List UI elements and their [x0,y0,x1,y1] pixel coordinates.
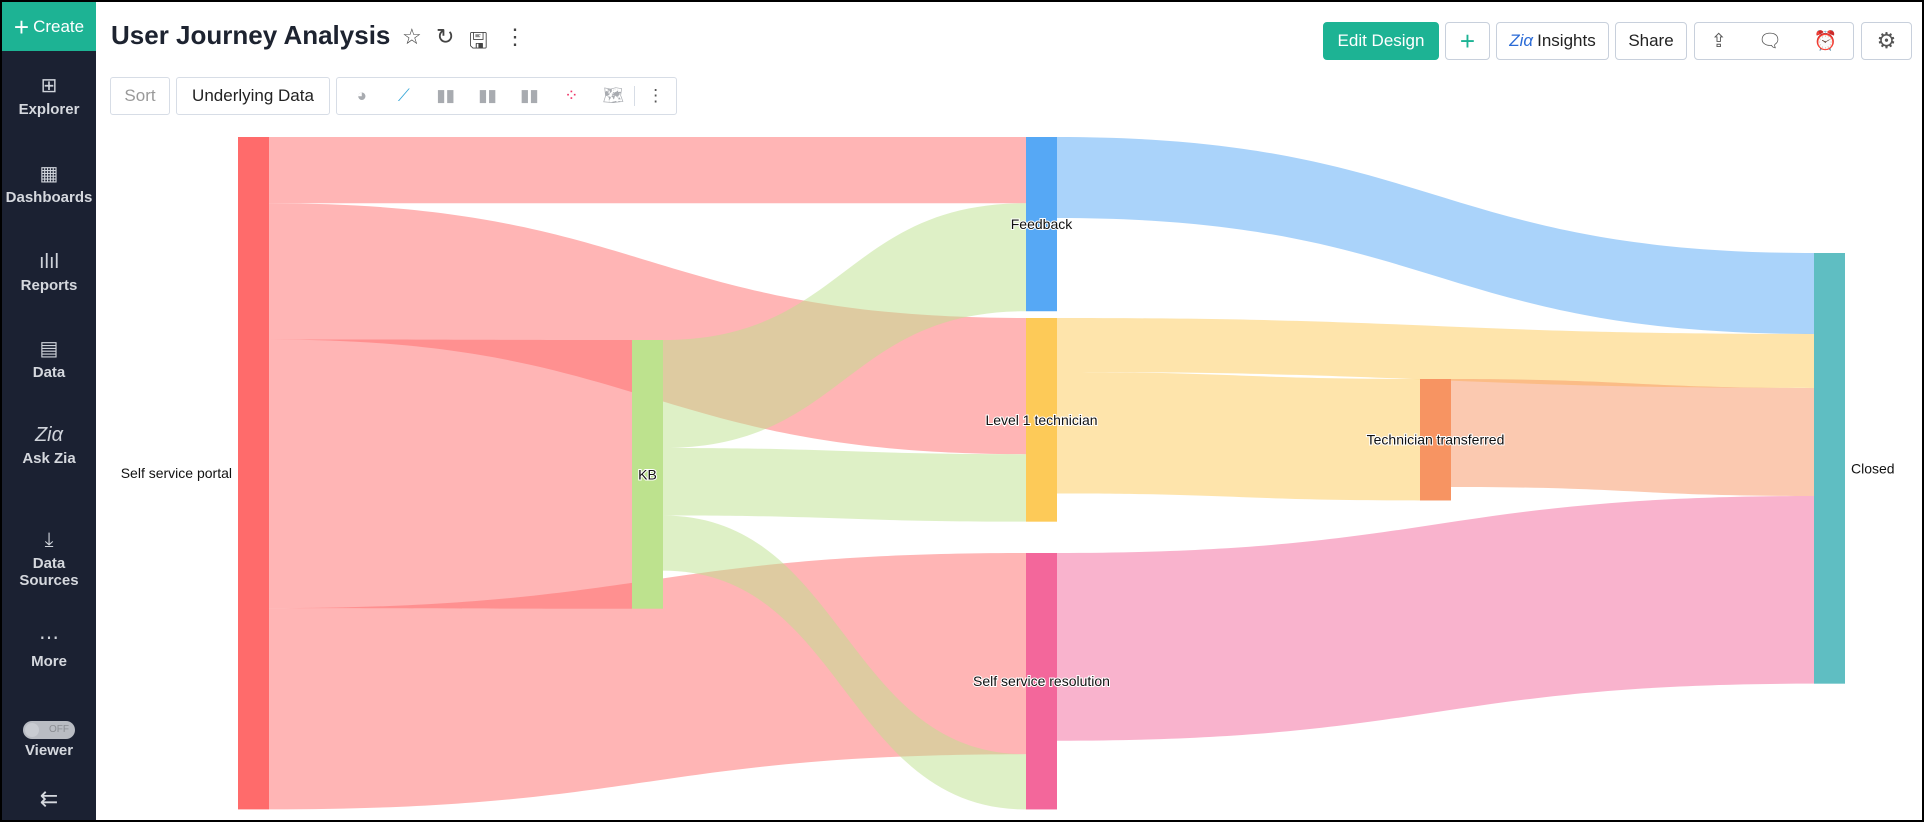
zia-icon: Ziα [1509,31,1534,50]
sankey-node-label: KB [638,466,657,482]
sankey-node[interactable] [1026,553,1057,810]
sankey-link[interactable] [1057,371,1420,501]
more-icon: ⋯ [39,627,59,649]
sidebar-item-data[interactable]: ▤ Data [2,337,96,381]
sankey-node-label: Self service portal [121,465,232,481]
zia-icon: Ziα [34,424,64,446]
sidebar-item-ask-zia[interactable]: Ziα Ask Zia [2,423,96,467]
explorer-icon: ⊞ [40,75,58,97]
sankey-node-label: Level 1 technician [985,412,1097,428]
sankey-node-label: Self service resolution [973,673,1110,689]
sankey-node[interactable] [1026,318,1057,522]
refresh-icon[interactable]: ↻ [436,24,455,49]
sankey-link[interactable] [1057,137,1814,334]
sort-button[interactable]: Sort [110,77,170,115]
sankey-link[interactable] [663,447,1026,522]
sidebar-item-dashboards[interactable]: ▦ Dashboards [2,162,96,206]
sidebar-item-explorer[interactable]: ⊞ Explorer [2,74,96,118]
collapse-sidebar-icon[interactable]: ⇇ [39,786,59,811]
sidebar-item-more[interactable]: ⋯ More [2,626,96,670]
sankey-node-label: Technician transferred [1367,432,1505,448]
share-button[interactable]: Share [1615,22,1687,60]
reports-icon: ılıl [39,251,59,273]
sankey-link[interactable] [1057,318,1814,388]
sankey-link[interactable] [1451,379,1814,496]
sankey-node[interactable] [1026,137,1057,312]
more-vertical-icon[interactable]: ⋮ [504,24,526,49]
sankey-node[interactable] [1420,379,1451,501]
settings-button[interactable]: ⚙ [1861,22,1912,60]
sidebar-item-data-sources[interactable]: ⤓ Data Sources [2,528,96,589]
action-button-group: ⇪ 🗨 ⏰ [1694,22,1854,60]
gear-icon: ⚙ [1876,28,1897,53]
page-title: User Journey Analysis [111,20,391,50]
stacked-bar-icon[interactable]: ▮▮ [478,86,497,105]
sankey-node-label: Closed [1851,460,1895,476]
viewer-toggle[interactable]: OFF [23,721,75,739]
dashboards-icon: ▦ [39,163,59,185]
more-chart-types-icon[interactable]: ⋮ [634,86,676,106]
sankey-node[interactable] [632,340,663,609]
sankey-node[interactable] [1814,253,1845,684]
insights-button[interactable]: Ziα Insights [1496,22,1609,60]
sidebar: + Create ⊞ Explorer ▦ Dashboards ılıl Report… [2,2,96,820]
star-icon[interactable]: ☆ [402,24,422,49]
sankey-link[interactable] [269,553,1026,810]
chart-type-group: ◕ ⟋ ▮▮ ▮▮ ▮▮ ⁘ 🗺 ⋮ [336,77,677,115]
bar-chart-icon[interactable]: ▮▮ [436,86,456,105]
underlying-data-button[interactable]: Underlying Data [176,77,330,115]
scatter-chart-icon[interactable]: ⁘ [564,86,579,105]
sankey-link[interactable] [663,515,1026,810]
data-sources-icon: ⤓ [44,529,54,551]
sankey-node-label: Feedback [1011,216,1073,232]
edit-design-button[interactable]: Edit Design [1323,22,1439,60]
sankey-node[interactable] [238,137,269,810]
sidebar-item-viewer[interactable]: OFF Viewer [2,714,96,759]
export-icon[interactable]: ⇪ [1710,30,1727,52]
sankey-link[interactable] [269,203,1026,455]
add-button[interactable]: + [1445,22,1490,60]
pie-chart-icon[interactable]: ◕ [356,86,368,105]
map-chart-icon[interactable]: 🗺 [602,86,624,105]
line-chart-icon[interactable]: ⟋ [397,86,410,105]
comment-icon[interactable]: 🗨 [1758,31,1783,52]
sankey-link[interactable] [1057,495,1814,741]
sankey-link[interactable] [269,137,1026,204]
sidebar-item-reports[interactable]: ılıl Reports [2,250,96,294]
sankey-link[interactable] [663,203,1026,448]
create-button[interactable]: + Create [2,2,96,51]
plus-icon: + [13,11,30,42]
grouped-bar-icon[interactable]: ▮▮ [520,86,539,105]
data-table-icon: ▤ [39,338,59,360]
save-icon[interactable]: 🖫 [469,28,488,53]
sankey-link[interactable] [269,339,632,609]
alarm-icon[interactable]: ⏰ [1813,31,1838,52]
